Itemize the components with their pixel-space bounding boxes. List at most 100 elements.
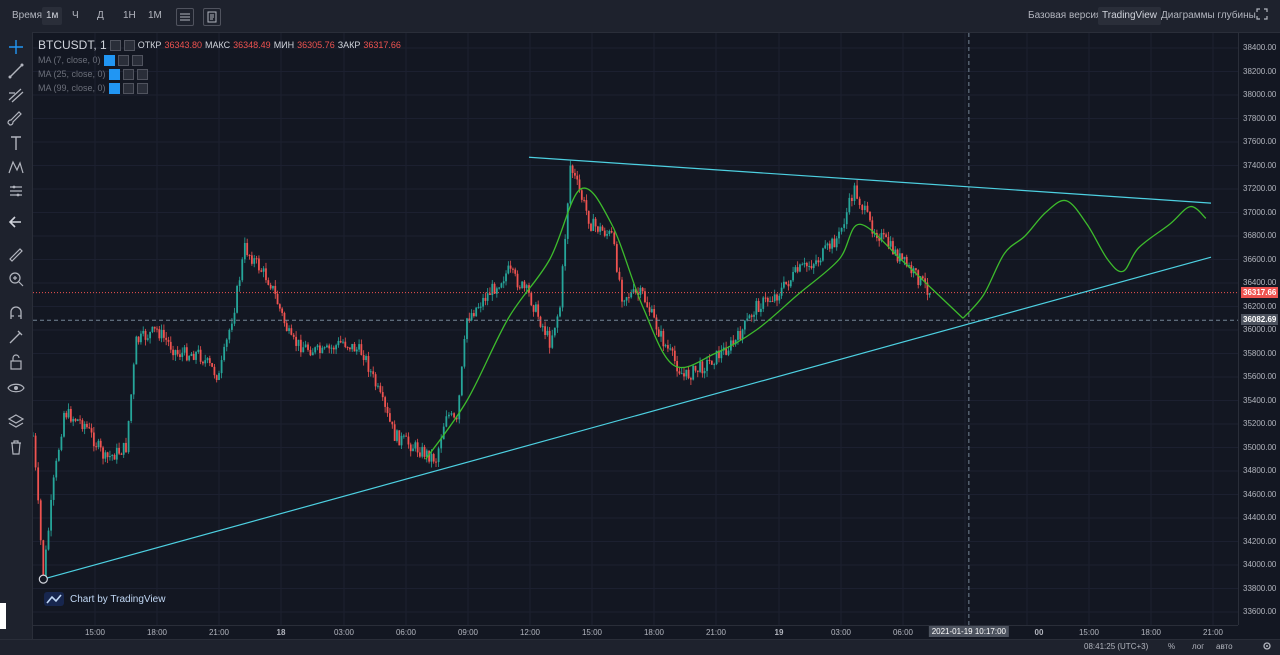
- price-tick: 35400.00: [1243, 395, 1277, 405]
- candle-body: [233, 312, 236, 324]
- ma-7-label: MA (7, close, 0): [38, 55, 101, 65]
- interval-hour[interactable]: Ч: [72, 10, 79, 21]
- candle-body: [805, 262, 808, 267]
- legend-settings-icon[interactable]: [109, 39, 121, 51]
- interval-1m[interactable]: 1м: [42, 7, 63, 25]
- candle-body: [165, 337, 168, 340]
- ma-25-close-icon[interactable]: [136, 68, 148, 80]
- candle-body: [335, 345, 338, 350]
- resistance-trendline: [528, 156, 1212, 204]
- candle-body: [551, 335, 554, 348]
- time-tick: 18: [276, 628, 286, 637]
- lock-icon[interactable]: [6, 352, 26, 372]
- close-value: 36317.66: [363, 40, 401, 50]
- candle-body: [34, 435, 37, 468]
- percent-toggle[interactable]: %: [1168, 642, 1176, 651]
- candle-body: [678, 371, 681, 374]
- pattern-icon[interactable]: [6, 157, 26, 177]
- candle-body: [615, 244, 618, 272]
- zoom-in-icon[interactable]: [6, 269, 26, 289]
- candle-body: [83, 423, 86, 430]
- crosshair-icon[interactable]: [6, 37, 26, 57]
- price-tick: 37400.00: [1243, 160, 1277, 170]
- brush-icon[interactable]: [6, 109, 26, 129]
- price-tick: 33600.00: [1243, 607, 1277, 616]
- ma-99-settings-icon[interactable]: [122, 82, 134, 94]
- ma-25-settings-icon[interactable]: [122, 68, 134, 80]
- time-tick: 03:00: [333, 628, 355, 637]
- indicators-settings-icon[interactable]: [176, 8, 194, 26]
- candle-body: [534, 304, 537, 312]
- ma-99-eye-icon[interactable]: [108, 82, 120, 94]
- ma-25-eye-icon[interactable]: [108, 68, 120, 80]
- view-tradingview[interactable]: TradingView: [1098, 7, 1162, 25]
- fib-tools-icon[interactable]: [6, 85, 26, 105]
- price-tick: 36000.00: [1243, 325, 1277, 334]
- time-tick: 00: [1034, 628, 1044, 637]
- ma-25-row: MA (25, close, 0): [38, 67, 401, 81]
- candle-body: [500, 283, 503, 288]
- candle-body: [725, 347, 728, 355]
- candle-body: [596, 226, 599, 232]
- chart-pane[interactable]: [33, 33, 1238, 625]
- candle-body: [808, 265, 811, 267]
- candle-body: [915, 268, 917, 271]
- candle-body: [57, 449, 60, 461]
- prediction-icon[interactable]: [6, 181, 26, 201]
- auto-toggle[interactable]: авто: [1216, 642, 1233, 651]
- open-label: ОТКР: [137, 40, 162, 50]
- view-depth-chart[interactable]: Диаграммы глубины: [1161, 10, 1256, 21]
- text-tool-icon[interactable]: [6, 133, 26, 153]
- drawing-toolbar: [0, 32, 33, 654]
- candle-body: [39, 500, 42, 541]
- price-axis[interactable]: 38400.00 38200.00 38000.00 37800.00 37600.00…: [1238, 33, 1280, 625]
- candle-body: [122, 442, 125, 455]
- candle-body: [288, 328, 290, 331]
- interval-day[interactable]: Д: [97, 10, 104, 21]
- back-arrow-icon[interactable]: [6, 212, 26, 232]
- candle-body: [685, 369, 688, 377]
- support-trendline: [43, 256, 1212, 580]
- candle-body: [696, 370, 699, 372]
- candle-body: [689, 378, 692, 380]
- candle-body: [113, 454, 116, 460]
- settings-gear-icon[interactable]: [1262, 641, 1272, 653]
- interval-1w[interactable]: 1Н: [123, 10, 136, 21]
- time-axis[interactable]: 15:00 18:00 21:00 18 03:00 06:00 09:00 12:00 15:…: [33, 625, 1238, 640]
- eye-icon[interactable]: [6, 378, 26, 398]
- candle-body: [86, 423, 88, 428]
- time-tick: 15:00: [581, 628, 603, 637]
- view-basic[interactable]: Базовая версия: [1028, 10, 1102, 21]
- trash-icon[interactable]: [6, 437, 26, 457]
- price-tick: 36400.00: [1243, 278, 1277, 287]
- stay-drawing-icon[interactable]: [6, 327, 26, 347]
- candle-body: [120, 453, 123, 455]
- ma-7-settings-icon[interactable]: [117, 54, 129, 66]
- candle-body: [479, 306, 482, 308]
- legend-close-icon[interactable]: [123, 39, 135, 51]
- candle-body: [776, 294, 778, 301]
- candle-body: [402, 435, 405, 437]
- fullscreen-icon[interactable]: [1252, 8, 1272, 26]
- chart-properties-icon[interactable]: [203, 8, 221, 26]
- candle-body: [37, 467, 40, 501]
- candle-body: [435, 461, 437, 463]
- collapse-toolbar-handle[interactable]: [0, 603, 6, 629]
- layers-icon[interactable]: [6, 412, 26, 432]
- candle-body: [498, 287, 501, 289]
- candle-body: [367, 356, 370, 372]
- candle-body: [92, 432, 95, 447]
- ma-7-close-icon[interactable]: [131, 54, 143, 66]
- trend-line-icon[interactable]: [6, 61, 26, 81]
- magnet-icon[interactable]: [6, 303, 26, 323]
- candle-body: [151, 326, 154, 332]
- ma-7-eye-icon[interactable]: [103, 54, 115, 66]
- log-toggle[interactable]: лог: [1192, 642, 1205, 651]
- candle-body: [167, 339, 170, 342]
- interval-1month[interactable]: 1М: [148, 10, 162, 21]
- candle-body: [393, 424, 396, 441]
- candle-body: [699, 361, 701, 372]
- tradingview-watermark[interactable]: Chart by TradingView: [44, 592, 165, 606]
- ruler-icon[interactable]: [6, 245, 26, 265]
- ma-99-close-icon[interactable]: [136, 82, 148, 94]
